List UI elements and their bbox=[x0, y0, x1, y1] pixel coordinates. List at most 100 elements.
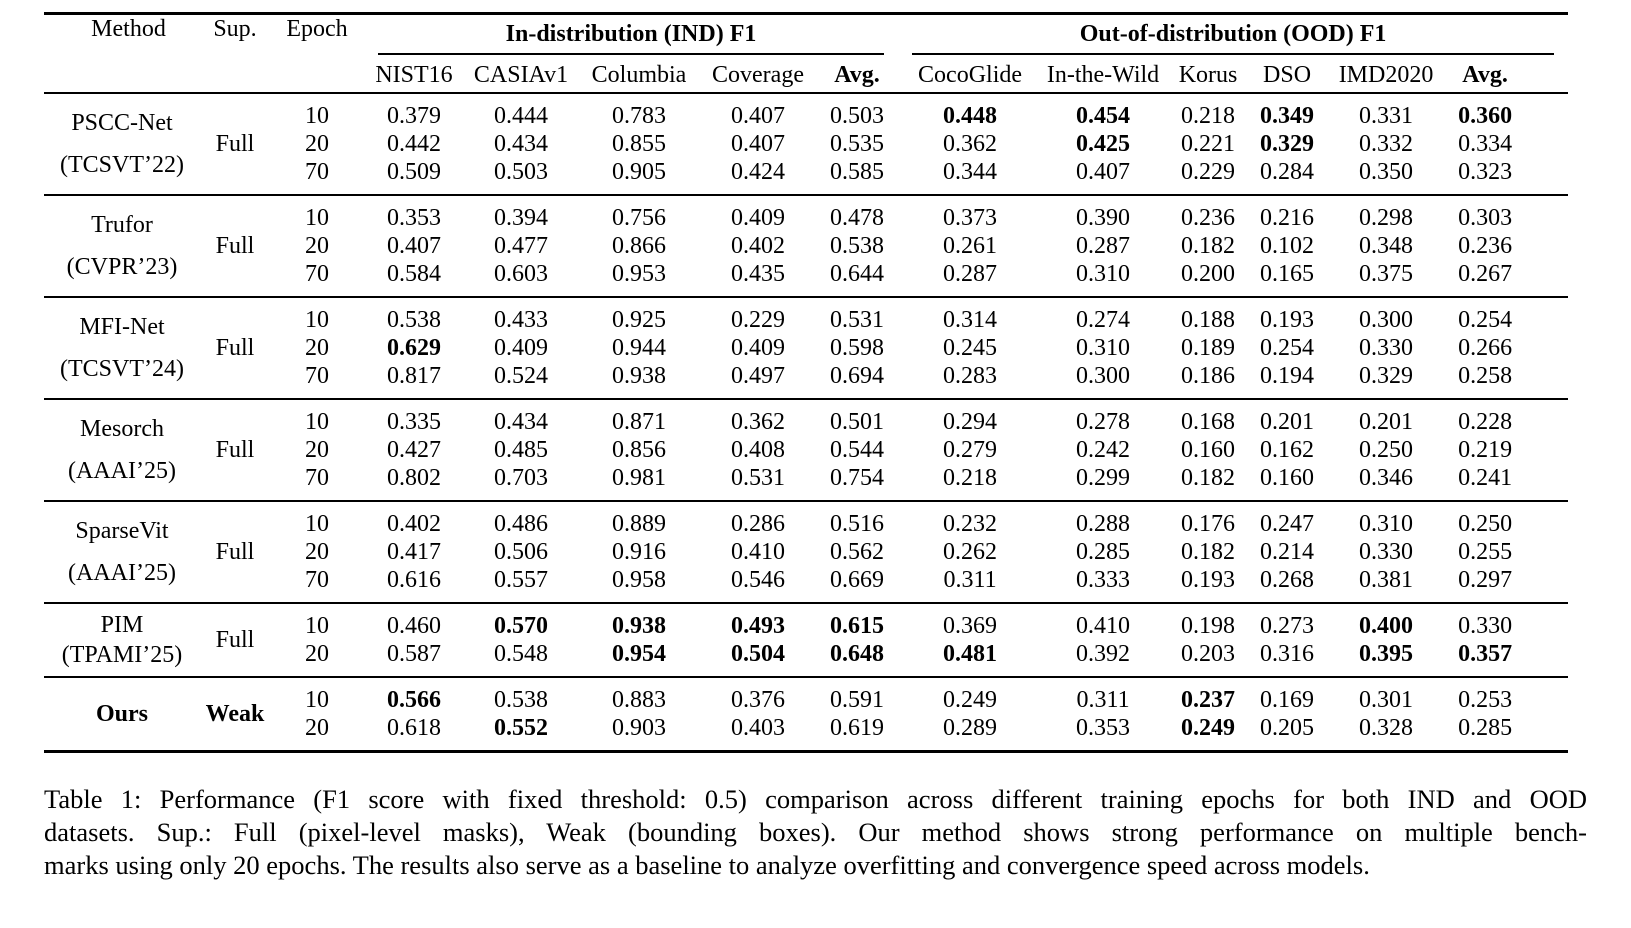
value-cell: 0.216 bbox=[1260, 204, 1315, 231]
col-header-epoch: Epoch bbox=[286, 16, 348, 42]
value-cell: 0.331 bbox=[1359, 102, 1414, 129]
method-name: Mesorch bbox=[80, 415, 164, 442]
value-cell: 0.544 bbox=[830, 436, 885, 463]
value-cell: 0.410 bbox=[1076, 612, 1131, 639]
sup-cell: Weak bbox=[205, 700, 265, 727]
table-header-group-row: Method Sup. Epoch In-distribution (IND) … bbox=[44, 14, 1568, 58]
value-cell: 0.754 bbox=[830, 464, 885, 491]
value-cell: 0.538 bbox=[494, 686, 548, 713]
value-cell: 0.261 bbox=[943, 232, 998, 259]
value-cell: 0.193 bbox=[1260, 306, 1315, 333]
value-cell: 0.267 bbox=[1458, 260, 1513, 287]
sup-cell: Full bbox=[215, 334, 255, 361]
value-cell: 0.300 bbox=[1076, 362, 1131, 389]
value-cell: 0.903 bbox=[612, 714, 666, 741]
value-cell: 0.229 bbox=[731, 306, 785, 333]
col-header-coverage: Coverage bbox=[712, 61, 804, 88]
table-subheader-row: NIST16 CASIAv1 Columbia Coverage Avg. Co… bbox=[44, 58, 1568, 93]
col-header-korus: Korus bbox=[1178, 61, 1238, 88]
value-cell: 0.535 bbox=[830, 130, 885, 157]
epoch-cell: 70 bbox=[305, 362, 329, 389]
method-cell: Ours bbox=[44, 677, 200, 752]
value-cell: 0.160 bbox=[1260, 464, 1315, 491]
col-header-method: Method bbox=[91, 16, 166, 42]
method-name: PIM bbox=[100, 611, 144, 638]
method-venue: (AAAI’25) bbox=[68, 457, 176, 484]
epoch-cell: 20 bbox=[305, 334, 329, 361]
value-cell: 0.506 bbox=[494, 538, 548, 565]
value-cell: 0.394 bbox=[494, 204, 548, 231]
value-cell: 0.619 bbox=[830, 714, 885, 741]
value-cell: 0.353 bbox=[387, 204, 441, 231]
value-cell: 0.409 bbox=[494, 334, 548, 361]
value-cell: 0.297 bbox=[1458, 566, 1513, 593]
value-cell: 0.925 bbox=[612, 306, 666, 333]
method-block: Trufor (CVPR’23) Full 10 0.353 0.394 0.756 0.40… bbox=[44, 194, 1569, 297]
value-cell: 0.538 bbox=[830, 232, 885, 259]
ind-group-header: In-distribution (IND) F1 bbox=[364, 14, 898, 58]
value-cell: 0.434 bbox=[494, 130, 548, 157]
value-cell: 0.981 bbox=[612, 464, 666, 491]
value-cell: 0.298 bbox=[1359, 204, 1414, 231]
value-cell: 0.287 bbox=[943, 260, 998, 287]
value-cell: 0.938 bbox=[612, 612, 666, 639]
method-cell: PIM (TPAMI’25) bbox=[44, 603, 200, 677]
col-header-casiav1: CASIAv1 bbox=[473, 61, 569, 88]
method-name: SparseVit bbox=[75, 517, 169, 544]
table-row: Trufor (CVPR’23) Full 10 0.353 0.394 0.756 0.40… bbox=[44, 195, 1568, 280]
method-venue: (TPAMI’25) bbox=[61, 641, 183, 668]
value-cell: 0.182 bbox=[1181, 538, 1236, 565]
value-cell: 0.817 bbox=[387, 362, 441, 389]
value-cell: 0.552 bbox=[494, 714, 548, 741]
value-cell: 0.250 bbox=[1359, 436, 1414, 463]
value-cell: 0.410 bbox=[731, 538, 785, 565]
epoch-cell: 20 bbox=[305, 714, 329, 741]
value-cell: 0.916 bbox=[612, 538, 666, 565]
value-cell: 0.189 bbox=[1181, 334, 1236, 361]
value-cell: 0.193 bbox=[1181, 566, 1236, 593]
value-cell: 0.254 bbox=[1458, 306, 1513, 333]
value-cell: 0.346 bbox=[1359, 464, 1414, 491]
value-cell: 0.201 bbox=[1359, 408, 1414, 435]
value-cell: 0.348 bbox=[1359, 232, 1414, 259]
value-cell: 0.218 bbox=[1181, 102, 1236, 129]
value-cell: 0.598 bbox=[830, 334, 885, 361]
value-cell: 0.871 bbox=[612, 408, 666, 435]
value-cell: 0.350 bbox=[1359, 158, 1414, 185]
value-cell: 0.249 bbox=[1181, 714, 1236, 741]
value-cell: 0.335 bbox=[387, 408, 441, 435]
value-cell: 0.407 bbox=[731, 130, 785, 157]
value-cell: 0.232 bbox=[943, 510, 998, 537]
value-cell: 0.566 bbox=[387, 686, 441, 713]
value-cell: 0.866 bbox=[612, 232, 666, 259]
ood-group-header: Out-of-distribution (OOD) F1 bbox=[898, 14, 1568, 58]
sup-cell: Full bbox=[215, 436, 255, 463]
col-header-imd2020: IMD2020 bbox=[1338, 61, 1434, 88]
method-block: MFI-Net (TCSVT’24) Full 10 0.538 0.433 0.925 0.… bbox=[44, 296, 1569, 399]
value-cell: 0.587 bbox=[387, 640, 441, 667]
table-row: Ours Weak 10 0.566 0.538 0.883 0.376 0.591 0.249… bbox=[44, 677, 1568, 727]
value-cell: 0.198 bbox=[1181, 612, 1236, 639]
value-cell: 0.485 bbox=[494, 436, 548, 463]
col-header-sup: Sup. bbox=[213, 16, 257, 42]
value-cell: 0.316 bbox=[1260, 640, 1315, 667]
value-cell: 0.905 bbox=[612, 158, 666, 185]
value-cell: 0.478 bbox=[830, 204, 885, 231]
epoch-cell: 70 bbox=[305, 464, 329, 491]
epoch-cell: 10 bbox=[305, 204, 329, 231]
value-cell: 0.353 bbox=[1076, 714, 1131, 741]
value-cell: 0.279 bbox=[943, 436, 998, 463]
value-cell: 0.516 bbox=[830, 510, 885, 537]
value-cell: 0.531 bbox=[830, 306, 885, 333]
table-row: 20 0.618 0.552 0.903 0.403 0.619 0.289 0.353 0.2… bbox=[44, 714, 1568, 752]
method-cell: SparseVit (AAAI’25) bbox=[44, 501, 200, 603]
value-cell: 0.953 bbox=[612, 260, 666, 287]
value-cell: 0.253 bbox=[1458, 686, 1513, 713]
value-cell: 0.102 bbox=[1260, 232, 1315, 259]
method-cell: Trufor (CVPR’23) bbox=[44, 195, 200, 297]
table-row: 20 0.407 0.477 0.866 0.402 0.538 0.261 0.287 0.1… bbox=[44, 232, 1568, 260]
value-cell: 0.200 bbox=[1181, 260, 1236, 287]
table-row: 20 0.427 0.485 0.856 0.408 0.544 0.279 0.242 0.1… bbox=[44, 436, 1568, 464]
value-cell: 0.201 bbox=[1260, 408, 1315, 435]
value-cell: 0.310 bbox=[1076, 334, 1131, 361]
